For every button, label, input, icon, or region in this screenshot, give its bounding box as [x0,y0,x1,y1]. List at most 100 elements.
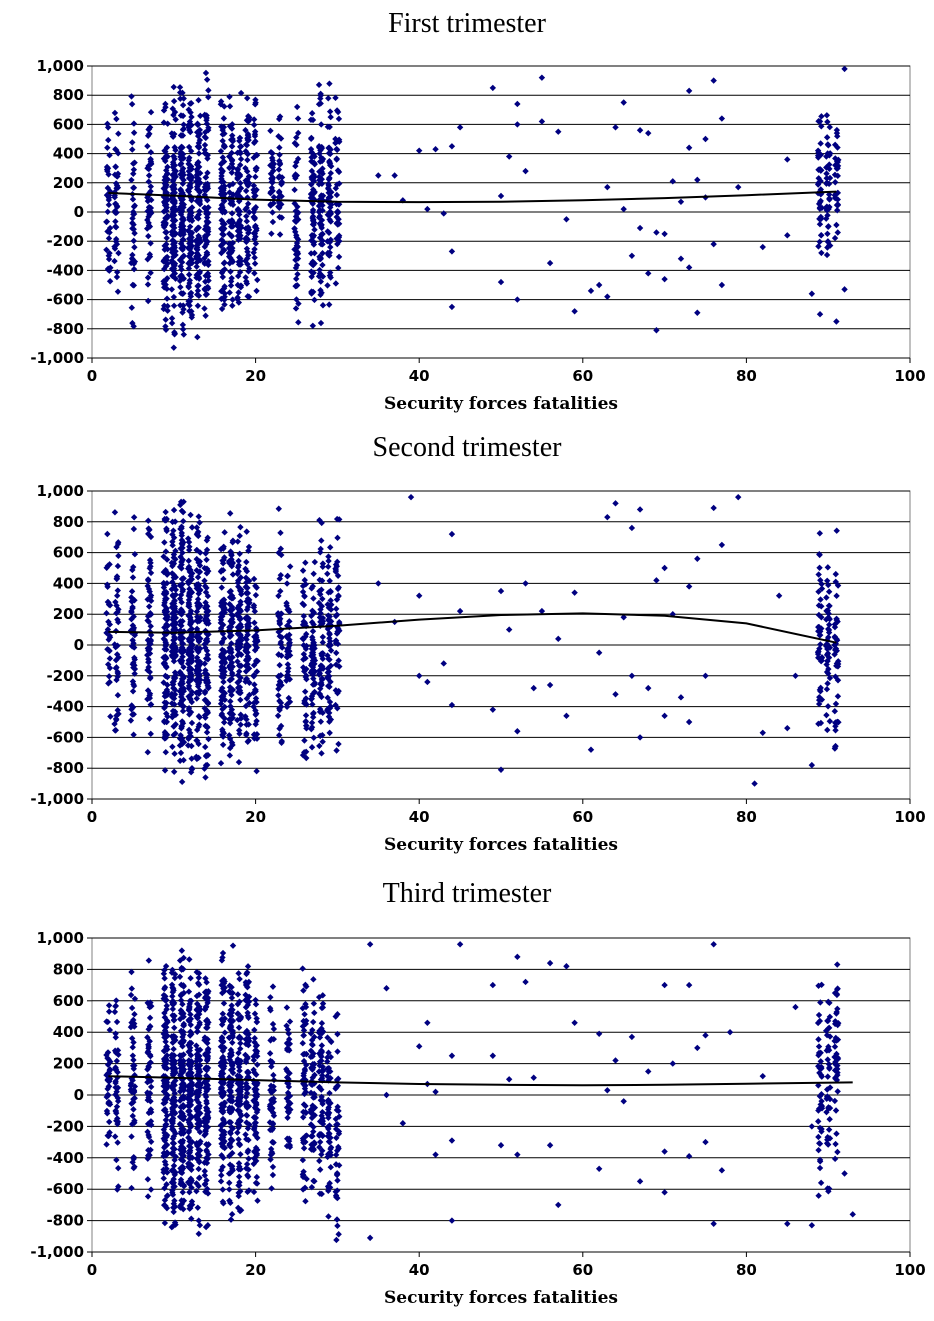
data-point [130,184,137,192]
y-tick-label: 800 [53,960,84,978]
data-point [317,319,325,327]
data-point [163,234,170,242]
data-point [237,282,245,289]
data-point [130,237,137,245]
data-point [195,282,202,289]
data-point [327,243,334,251]
data-point [147,188,154,195]
data-point [309,116,317,124]
data-point [112,1108,119,1115]
data-point [113,268,121,276]
data-point [114,1047,122,1054]
data-point [129,574,137,581]
data-point [824,223,832,230]
data-point [325,144,333,151]
data-point [243,695,251,702]
data-point [236,254,243,261]
data-point [612,500,619,507]
data-point [555,128,562,135]
data-point [147,109,155,116]
data-point [407,493,415,501]
data-point [217,619,225,627]
data-point [236,550,243,558]
data-point [284,1114,291,1121]
data-point [188,197,195,204]
data-point [161,975,168,982]
data-point [244,182,252,189]
data-point [252,1043,260,1050]
data-point [283,703,291,711]
data-point [333,107,341,114]
data-point [185,143,193,151]
data-point [177,132,185,139]
data-point [824,118,831,126]
data-point [147,149,155,156]
data-point [187,696,194,703]
data-point [202,174,210,181]
data-point [225,250,233,257]
data-point [144,1096,151,1104]
data-point [187,1097,195,1104]
data-point [204,1222,212,1229]
data-point [276,706,283,714]
data-point [163,204,171,211]
data-point [276,213,283,221]
data-point [111,257,118,265]
data-point [817,186,825,193]
data-point [219,989,226,997]
data-point [332,94,339,102]
data-point [164,688,171,696]
data-point [186,246,193,253]
data-point [237,1188,244,1195]
x-tick-label: 0 [87,367,97,385]
data-point [219,220,227,227]
data-point [186,154,193,161]
data-point [235,1024,243,1031]
data-point [244,1173,252,1180]
data-point [816,215,823,223]
data-point [823,164,830,171]
data-point [309,322,317,329]
data-point [111,509,119,516]
data-point [218,693,225,700]
data-point [235,562,242,569]
data-point [246,679,253,686]
data-point [202,129,209,136]
x-tick-label: 40 [409,1261,430,1279]
data-point [335,220,343,227]
data-point [269,1020,277,1028]
data-point [823,251,831,259]
data-point [219,726,226,733]
data-point [237,632,244,639]
data-point [163,1192,171,1200]
data-point [236,1141,244,1149]
data-point [171,144,178,151]
data-point [201,688,209,695]
data-point [333,191,341,199]
data-point [228,169,236,176]
x-tick-label: 20 [245,367,266,385]
x-axis-label: Security forces fatalities [384,394,618,414]
data-point [160,305,167,313]
data-point [219,613,226,620]
data-point [187,208,194,215]
data-point [205,219,212,226]
data-point [185,535,192,542]
data-point [251,1069,258,1076]
data-point [147,730,154,738]
data-point [818,231,825,239]
data-point [188,217,196,224]
data-point [204,1185,211,1193]
data-point [162,104,169,111]
data-point [228,217,236,224]
data-point [229,1149,236,1157]
data-point [193,129,201,136]
data-point [317,278,325,285]
data-point [194,120,201,127]
data-point [188,719,196,727]
data-point [250,182,258,189]
data-point [237,523,244,531]
data-point [219,225,226,232]
data-point [235,261,243,268]
data-point [163,1052,171,1059]
